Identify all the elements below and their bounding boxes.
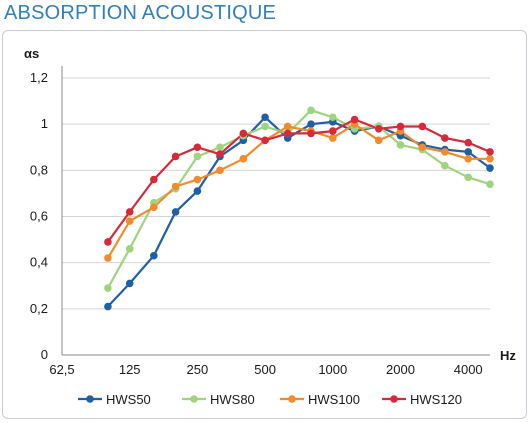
x-tick-label: 2000 [386,362,415,377]
data-point-hws100 [125,217,134,225]
x-tick-label: 250 [187,362,209,377]
x-axis-label: Hz [500,348,516,363]
legend-label: HWS100 [308,392,360,407]
data-point-hws50 [125,279,134,288]
data-point-hws120 [171,152,180,161]
data-point-hws80 [486,180,494,188]
legend-marker [86,395,94,403]
series-line-hws50 [107,116,491,308]
data-point-hws100 [171,182,180,191]
x-tick-labels: 62,5 125 250 500 1000 2000 4000 [49,362,482,377]
series-line-hws100 [106,123,490,259]
data-point-hws120 [239,129,248,138]
y-tick-label: 0,6 [30,209,48,224]
y-tick-label: 0 [41,347,48,362]
data-point-hws50 [104,302,112,311]
data-point-hws120 [216,150,224,158]
legend-label: HWS120 [410,392,462,407]
legend-marker [288,395,296,403]
legend-marker [390,395,398,403]
data-point-hws120 [261,136,269,145]
data-point-hws80 [261,122,269,131]
data-point-hws100 [216,166,224,175]
data-point-hws50 [261,113,269,122]
data-point-hws80 [216,143,224,152]
data-point-hws120 [350,115,359,124]
chart-title: ABSORPTION ACOUSTIQUE [4,2,277,24]
y-tick-labels: 0 0,2 0,4 0,6 0,8 1 1,2 [30,70,48,362]
data-point-hws80 [329,113,337,122]
data-point-hws100 [441,148,449,156]
data-point-hws80 [441,161,449,170]
legend-label: HWS50 [106,392,151,407]
axes [61,66,490,356]
y-tick-label: 0,8 [30,162,48,177]
data-point-hws120 [418,122,427,131]
data-point-hws100 [329,134,337,142]
data-point-hws50 [193,187,202,195]
data-point-hws120 [104,238,112,246]
data-point-hws120 [441,134,449,142]
x-tick-label: 500 [254,362,276,377]
data-point-hws50 [486,164,494,172]
data-point-hws100 [283,122,292,131]
data-point-hws120 [193,143,202,152]
data-point-hws50 [150,251,158,260]
series-lines [106,109,491,308]
y-tick-label: 1 [41,116,48,131]
data-point-hws120 [464,138,473,147]
series-line-hws80 [106,109,491,289]
y-tick-label: 0,4 [30,255,48,270]
data-point-hws100 [486,154,494,163]
data-point-hws80 [464,173,473,182]
data-point-hws120 [329,127,337,135]
data-point-hws100 [464,154,473,163]
data-point-hws50 [307,120,315,128]
x-tick-label: 1000 [318,362,347,377]
data-point-hws100 [193,175,202,184]
data-point-hws120 [283,129,292,138]
legend: HWS50 HWS80 HWS100 HWS120 [78,392,462,407]
data-point-hws100 [239,154,248,163]
data-point-hws120 [486,148,494,156]
data-point-hws100 [418,143,427,152]
data-point-hws100 [150,203,158,212]
series-markers [104,106,494,311]
chart-panel [2,30,527,419]
data-point-hws80 [396,141,405,149]
x-tick-label: 62,5 [49,362,74,377]
x-tick-label: 4000 [454,362,483,377]
gridlines [62,77,490,310]
data-point-hws50 [171,208,180,216]
data-point-hws100 [104,254,112,262]
data-point-hws120 [150,175,158,184]
legend-marker [190,395,198,403]
data-point-hws80 [104,284,112,292]
data-point-hws80 [307,106,315,115]
legend-label: HWS80 [210,392,255,407]
data-point-hws80 [125,245,134,253]
y-axis-label: αs [24,46,39,61]
y-tick-label: 0,2 [30,301,48,316]
data-point-hws120 [307,129,315,138]
data-point-hws80 [193,152,202,161]
data-point-hws100 [374,136,383,145]
data-point-hws50 [464,148,473,156]
y-tick-label: 1,2 [30,70,48,85]
data-point-hws120 [374,124,383,133]
x-tick-label: 125 [119,362,141,377]
series-line-hws120 [107,118,491,243]
data-point-hws120 [396,122,405,131]
data-point-hws120 [125,208,134,216]
